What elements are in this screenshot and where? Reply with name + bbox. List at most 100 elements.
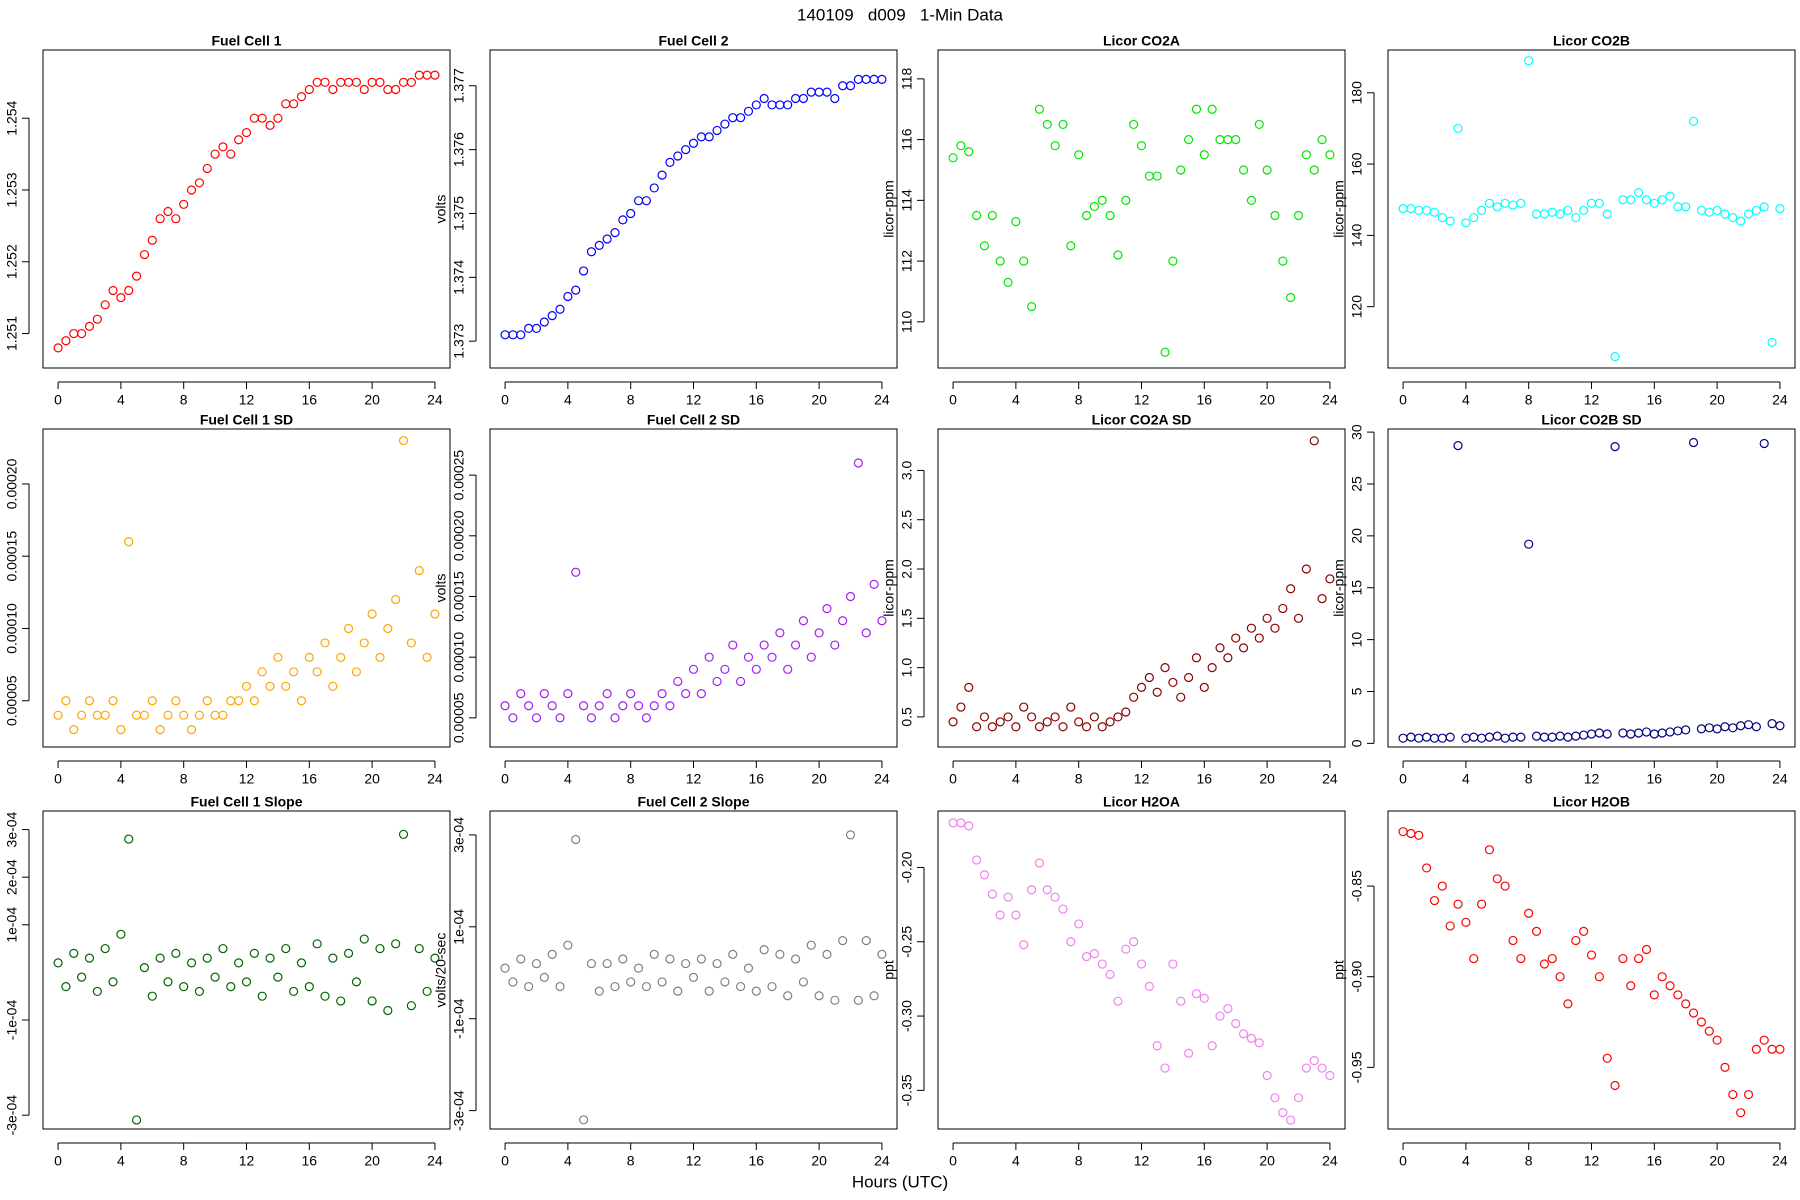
point [524,701,534,711]
point [1050,141,1060,151]
y-tick-label: -0.25 [899,926,915,958]
point [430,953,440,963]
point [249,948,259,958]
y-tick-label: -0.95 [1349,1051,1365,1083]
point [547,701,557,711]
point [1736,216,1746,226]
x-tick-label: 24 [427,771,443,787]
point [728,949,738,959]
point [1437,733,1447,743]
point [1508,200,1518,210]
point [312,939,322,949]
x-tick-label: 8 [1525,771,1533,787]
point [1301,1063,1311,1073]
point [508,977,518,987]
point [1129,937,1139,947]
point [641,196,651,206]
y-axis-label: volts [0,195,2,224]
x-tick-label: 20 [364,392,380,408]
point [398,435,409,446]
point [1657,972,1667,982]
plot-box [489,428,898,748]
x-tick-label: 12 [239,771,255,787]
point [100,943,110,954]
point [1168,256,1178,266]
x-tick-label: 12 [1584,771,1600,787]
point [1469,953,1479,964]
point [202,163,212,174]
point [610,713,620,723]
y-tick-label: 1.376 [451,132,467,167]
y-tick-label: 110 [899,310,915,333]
plot-box [42,49,451,369]
point [1019,702,1029,712]
point [116,293,126,303]
point [77,972,87,982]
y-tick-label: 1.252 [4,244,20,279]
point [594,986,604,996]
point [736,981,746,992]
point [194,710,204,720]
point [688,138,699,148]
point [1207,1041,1217,1051]
point [1586,198,1597,208]
x-tick-label: 20 [364,771,380,787]
point [814,87,824,97]
point [1309,436,1319,446]
point [1696,1017,1707,1027]
x-tick-label: 16 [302,392,318,408]
point [391,84,401,95]
point [1736,721,1746,731]
point [869,579,879,589]
point [1238,1029,1249,1039]
point [1223,653,1233,663]
point [1641,944,1652,955]
point [210,710,220,720]
point [1160,347,1170,357]
point [61,982,71,992]
point [171,696,181,706]
point [1406,732,1416,742]
point [563,940,573,950]
y-tick-label: 0.00005 [4,675,20,726]
point [1246,623,1257,633]
point [108,285,118,296]
point [578,701,589,711]
point [226,149,236,159]
point [398,77,409,87]
point [665,157,675,167]
point [179,199,189,209]
point [100,710,110,720]
x-tick-label: 16 [1647,771,1663,787]
point [586,958,597,969]
point [1398,827,1408,837]
point [1641,195,1652,205]
point [1207,663,1217,673]
point [1081,210,1092,221]
point [1026,302,1037,312]
point [877,74,887,84]
x-tick-label: 0 [501,392,509,408]
point [1469,212,1479,223]
y-tick-label: -0.90 [1349,961,1365,993]
x-tick-label: 24 [427,1153,443,1169]
y-tick-label: -0.85 [1349,870,1365,902]
point [1301,150,1311,160]
point [1207,104,1217,114]
point [1238,165,1249,175]
point [1058,904,1068,914]
point [100,300,110,310]
point [571,285,581,295]
point [1618,195,1628,205]
point [626,977,636,987]
point [1453,899,1463,909]
point [500,963,510,973]
point [1011,217,1021,227]
point [249,696,259,706]
x-tick-label: 20 [811,392,827,408]
x-tick-label: 12 [686,771,702,787]
point [179,710,189,720]
point [139,710,150,720]
point [226,696,236,706]
point [822,604,832,614]
